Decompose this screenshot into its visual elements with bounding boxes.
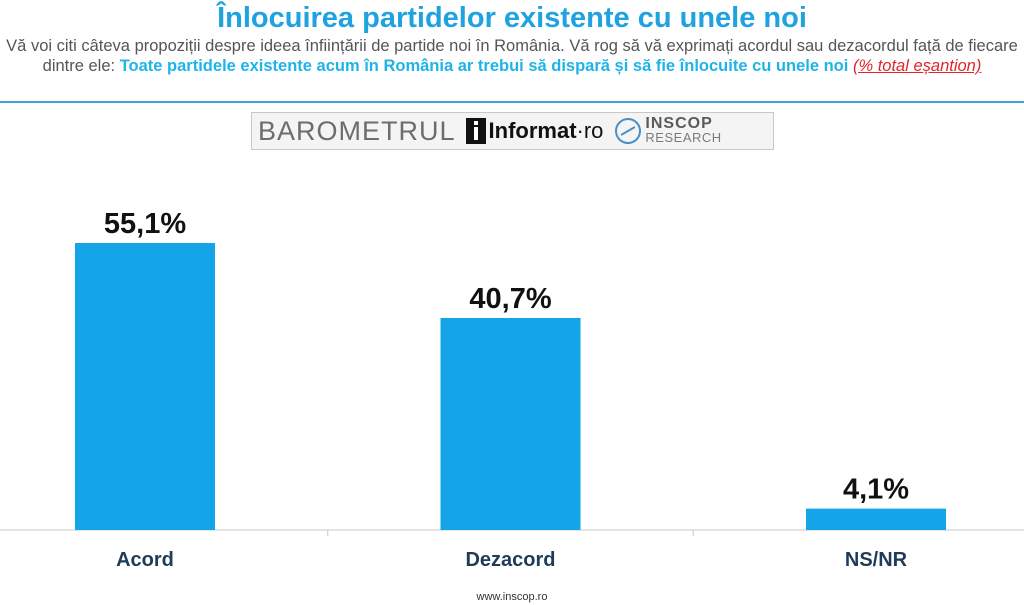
subtitle-note: (% total eșantion) (852, 57, 982, 75)
bar-acord (75, 243, 215, 530)
inscop-research: RESEARCH (645, 130, 722, 145)
category-label: Acord (116, 549, 174, 571)
informat-logo-icon (465, 118, 486, 144)
barometer-logo-banner: BAROMETRUL Informat ·ro INSCOP RESEARCH (251, 112, 774, 150)
chart-subtitle: Vă voi citi câteva propoziții despre ide… (0, 36, 1024, 76)
bar-dezacord (440, 318, 581, 530)
bar-nsnr (806, 508, 946, 530)
value-label: 4,1% (843, 474, 909, 506)
value-label: 40,7% (469, 283, 551, 315)
category-label: NS/NR (845, 549, 908, 571)
chart-title: Înlocuirea partidelor existente cu unele… (217, 2, 807, 34)
subtitle-lead: Vă voi citi câteva propoziții despre ide… (6, 37, 1018, 75)
barometer-wordmark: BAROMETRUL (258, 115, 456, 146)
inscop-wordmark: INSCOP RESEARCH (645, 115, 722, 145)
footer-url: www.inscop.ro (476, 591, 548, 603)
informat-wordmark: Informat (488, 118, 577, 143)
subtitle-highlight: Toate partidele existente acum în Români… (119, 57, 849, 75)
informat-suffix: ·ro (576, 118, 604, 143)
inscop-name: INSCOP (645, 115, 713, 132)
header-divider (0, 101, 1024, 103)
value-label: 55,1% (104, 208, 186, 240)
inscop-logo-icon (615, 118, 642, 144)
category-label: Dezacord (465, 549, 555, 571)
